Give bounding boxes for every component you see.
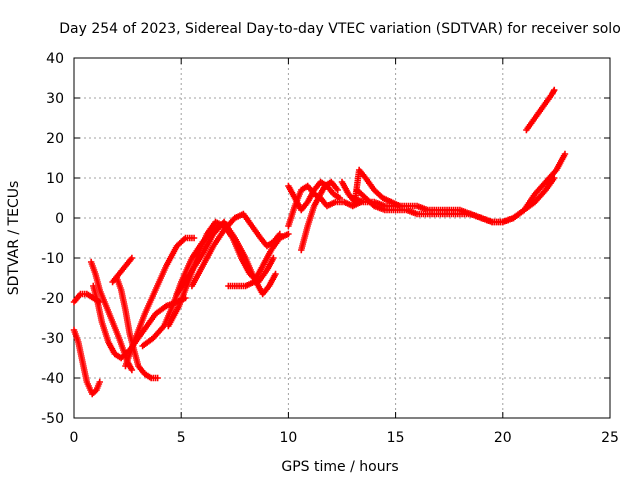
y-tick-label: -40 [41, 371, 64, 387]
data-point-marker [128, 366, 136, 374]
data-series [70, 86, 569, 398]
data-point-marker [336, 194, 344, 202]
series-arc-18 [353, 174, 558, 226]
series-arc-14 [285, 178, 344, 214]
x-tick-label: 25 [601, 430, 619, 446]
data-point-marker [154, 374, 161, 382]
y-tick-label: -50 [41, 411, 64, 427]
series-arc-4 [90, 282, 189, 362]
y-tick-label: -30 [41, 331, 64, 347]
data-point-marker [561, 150, 569, 158]
data-point-marker [272, 270, 279, 278]
x-tick-label: 0 [70, 430, 79, 446]
x-tick-label: 20 [494, 430, 512, 446]
series-arc-12 [225, 230, 292, 290]
y-tick-label: 10 [46, 171, 64, 187]
axis-ticks: 0 5 10 15 20 25 -50 -40 -30 -20 -10 0 10 20 30 40 [41, 51, 619, 446]
x-tick-label: 5 [177, 430, 186, 446]
series-arc-19 [523, 86, 558, 134]
y-axis-label: SDTVAR / TECUs [6, 181, 22, 296]
data-point-marker [128, 254, 136, 262]
data-point-marker [285, 230, 292, 238]
plot-frame [73, 57, 611, 419]
x-tick-label: 10 [279, 430, 297, 446]
chart-title: Day 254 of 2023, Sidereal Day-to-day VTE… [59, 21, 621, 37]
y-tick-label: 40 [46, 51, 64, 67]
data-point-marker [551, 174, 558, 182]
y-tick-label: -10 [41, 251, 64, 267]
y-tick-label: 30 [46, 91, 64, 107]
y-tick-label: 20 [46, 131, 64, 147]
series-arc-10 [173, 218, 279, 298]
series-arc-1 [70, 326, 103, 398]
x-axis-label: GPS time / hours [281, 459, 398, 475]
grid-lines [74, 58, 610, 418]
series-arc-5 [109, 254, 136, 286]
x-tick-label: 15 [387, 430, 405, 446]
y-tick-label: -20 [41, 291, 64, 307]
y-tick-label: 0 [55, 211, 64, 227]
data-point-marker [334, 186, 341, 194]
series-arc-7 [122, 234, 198, 370]
series-arc-15 [298, 178, 341, 254]
data-point-marker [96, 378, 103, 386]
data-point-marker [551, 86, 558, 94]
data-point-marker [190, 234, 198, 242]
data-point-marker [270, 254, 277, 262]
